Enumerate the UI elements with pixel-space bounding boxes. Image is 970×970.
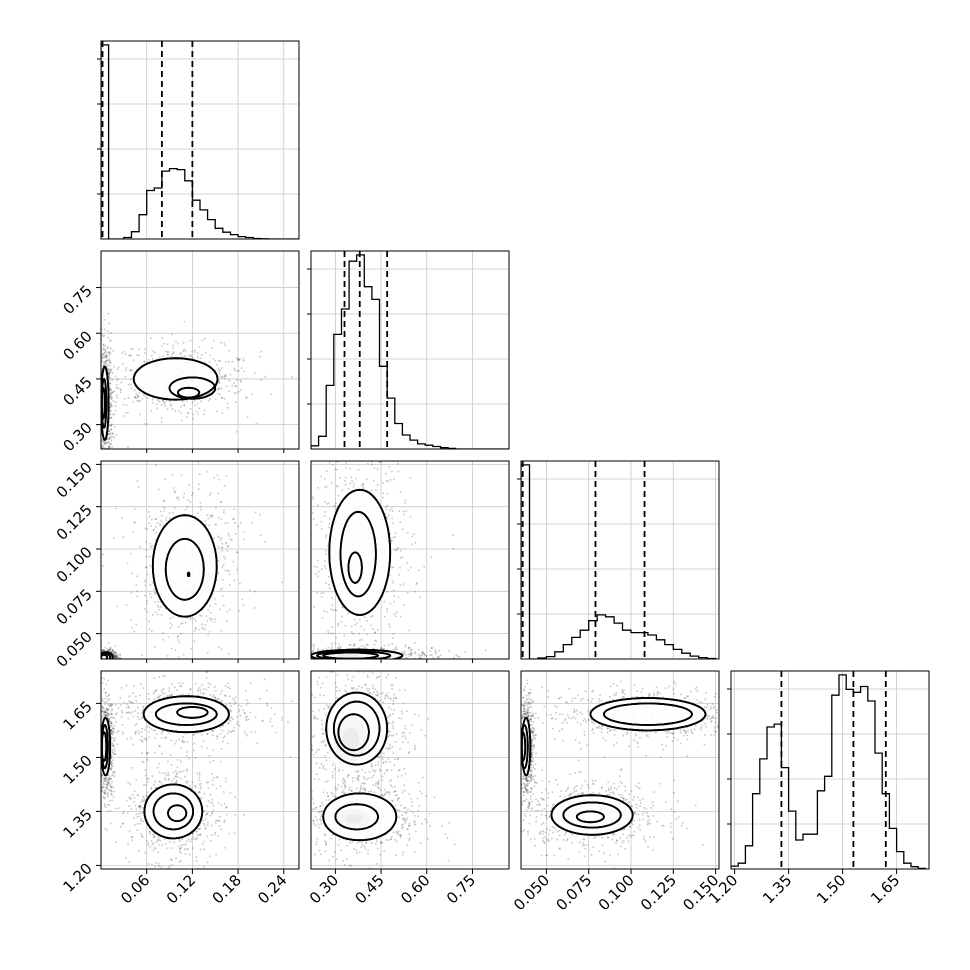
- contour-line: [325, 691, 389, 766]
- panel-background: [101, 251, 299, 449]
- x-tick-label: 1.50: [813, 871, 849, 907]
- contour-line: [101, 653, 108, 659]
- x-tick-label: 0.75: [443, 871, 479, 907]
- contour-line: [164, 538, 205, 601]
- contour-line: [603, 702, 693, 726]
- contour-line: [152, 792, 194, 831]
- y-tick-label: 0.100: [53, 543, 96, 586]
- x-tick-label: 0.45: [352, 871, 388, 907]
- histogram-step-line: [731, 674, 927, 869]
- panel-background: [731, 671, 929, 869]
- pair-panel: [100, 670, 300, 870]
- contour-line: [186, 571, 191, 577]
- x-tick-label: 0.050: [510, 871, 553, 914]
- contour-line: [101, 651, 114, 659]
- y-tick-label: 0.050: [53, 628, 96, 671]
- histogram-panel: [307, 250, 510, 450]
- y-tick-label: 0.75: [59, 282, 95, 318]
- y-tick-label: 1.65: [59, 698, 95, 734]
- panel-frame: [310, 670, 510, 870]
- contour-line: [521, 731, 527, 762]
- pair-panel: [310, 670, 510, 870]
- contour-line: [167, 804, 188, 822]
- y-tick-label: 1.35: [59, 806, 95, 842]
- panel-frame: [310, 460, 510, 660]
- panel-background: [521, 461, 719, 659]
- contour-line: [347, 551, 363, 584]
- y-tick-label: 0.30: [59, 419, 95, 455]
- contour-line: [101, 365, 110, 441]
- histogram-step-line: [521, 464, 717, 659]
- contour-line: [521, 724, 529, 770]
- contour-line: [575, 810, 605, 824]
- x-tick-label: 1.35: [759, 871, 795, 907]
- y-tick-label: 0.60: [59, 327, 95, 363]
- contour-line: [339, 510, 377, 598]
- y-tick-label: 1.50: [59, 752, 95, 788]
- x-tick-label: 0.06: [117, 871, 153, 907]
- x-tick-label: 0.125: [637, 871, 680, 914]
- x-tick-label: 0.30: [306, 871, 342, 907]
- panel-frame: [100, 460, 300, 660]
- contour-line: [143, 783, 204, 840]
- panel-frame: [100, 40, 300, 240]
- histogram-panel: [727, 670, 930, 870]
- contour-line: [589, 697, 707, 732]
- pair-panel: [100, 460, 300, 660]
- contour-line: [322, 792, 398, 842]
- contour-line: [311, 648, 404, 659]
- panel-frame: [520, 670, 720, 870]
- panel-frame: [100, 670, 300, 870]
- panel-frame: [520, 460, 720, 660]
- contour-line: [101, 653, 111, 659]
- pair-panel: [100, 250, 300, 450]
- panel-background: [311, 251, 509, 449]
- contour-line: [168, 376, 217, 400]
- x-tick-label: 0.18: [209, 871, 245, 907]
- panel-frame: [310, 250, 510, 450]
- contour-line: [328, 488, 392, 616]
- x-tick-label: 0.100: [595, 871, 638, 914]
- contour-line: [334, 803, 379, 831]
- y-tick-label: 0.150: [53, 458, 96, 501]
- x-tick-label: 0.075: [552, 871, 595, 914]
- y-tick-label: 0.125: [53, 501, 96, 544]
- contour-line: [101, 716, 111, 777]
- histogram-panel: [97, 40, 300, 240]
- x-tick-label: 0.60: [397, 871, 433, 907]
- y-tick-label: 0.45: [59, 373, 95, 409]
- contour-line: [322, 651, 379, 659]
- contour-line: [151, 514, 218, 618]
- contour-line: [176, 706, 209, 719]
- y-tick-label: 1.20: [59, 860, 95, 896]
- contour-line: [562, 801, 622, 829]
- contour-line: [101, 387, 106, 420]
- contour-line: [101, 731, 108, 762]
- histogram-panel: [517, 460, 720, 660]
- contour-line: [316, 650, 392, 659]
- contour-line: [337, 713, 370, 752]
- contour-line: [332, 700, 381, 757]
- x-tick-label: 0.24: [254, 871, 290, 907]
- contour-line: [176, 386, 201, 399]
- contour-line: [142, 695, 230, 734]
- pair-panel: [310, 460, 510, 660]
- x-tick-label: 1.65: [867, 871, 903, 907]
- contour-line: [550, 794, 634, 836]
- x-tick-label: 0.12: [163, 871, 199, 907]
- panel-frame: [730, 670, 930, 870]
- contour-line: [154, 702, 218, 726]
- y-tick-label: 0.075: [53, 585, 96, 628]
- pair-panel: [520, 670, 720, 870]
- panel-frame: [100, 250, 300, 450]
